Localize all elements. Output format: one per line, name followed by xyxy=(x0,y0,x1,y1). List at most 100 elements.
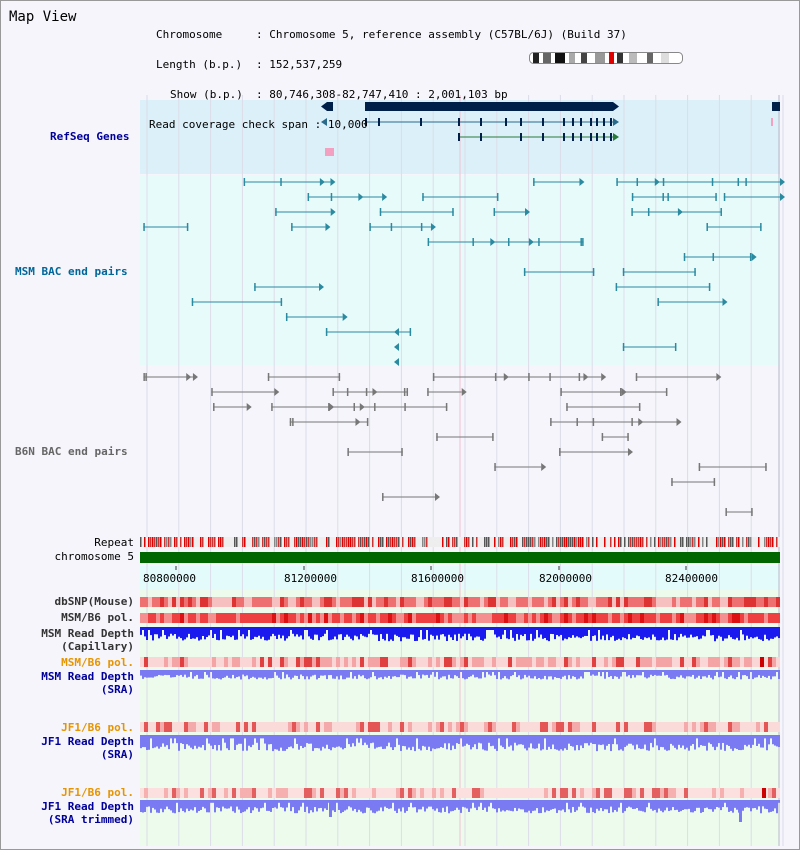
depth-bar xyxy=(614,670,616,677)
depth-bar xyxy=(318,735,320,749)
heat-cell xyxy=(380,657,384,667)
depth-bar xyxy=(646,670,648,679)
bac-end-tick xyxy=(493,208,496,216)
depth-bar xyxy=(550,735,552,750)
jf1-read-depth-trimmed-label[interactable]: JF1 Read Depth xyxy=(41,800,134,813)
depth-bar xyxy=(148,735,150,750)
depth-bar xyxy=(266,800,268,811)
depth-bar xyxy=(232,670,234,675)
refseq-gene-features[interactable] xyxy=(321,102,780,156)
depth-bar xyxy=(262,735,264,739)
depth-bar xyxy=(158,627,160,639)
depth-bar xyxy=(246,670,248,676)
heat-cell xyxy=(576,722,580,732)
depth-bar xyxy=(184,735,186,750)
bac-end-tick xyxy=(671,478,673,486)
repeat-segment xyxy=(448,537,450,547)
depth-bar xyxy=(394,800,396,811)
depth-bar xyxy=(764,735,766,739)
msm-b6-pol-label[interactable]: MSM/B6 pol. xyxy=(61,611,134,624)
depth-bar xyxy=(578,735,580,751)
depth-bar xyxy=(414,735,416,752)
repeat-segment xyxy=(218,537,220,547)
jf1-b6-pol-trimmed-label[interactable]: JF1/B6 pol. xyxy=(61,786,134,799)
depth-bar xyxy=(660,800,662,811)
heat-cell xyxy=(212,613,216,623)
heat-cell xyxy=(292,788,296,798)
depth-bar xyxy=(172,627,174,636)
exon xyxy=(520,118,522,126)
depth-bar xyxy=(554,735,556,750)
depth-bar xyxy=(258,627,260,636)
heat-cell xyxy=(692,657,696,667)
msm-bac-end-pair-features[interactable] xyxy=(143,178,785,366)
depth-bar xyxy=(412,800,414,808)
depth-bar xyxy=(688,670,690,677)
bac-end-tick xyxy=(492,433,494,441)
heat-cell xyxy=(556,657,560,667)
msm-read-depth-sra-label[interactable]: MSM Read Depth xyxy=(41,670,134,683)
depth-bar xyxy=(496,735,498,751)
heat-cell xyxy=(216,788,220,798)
depth-bar xyxy=(456,800,458,808)
dbsnp-label[interactable]: dbSNP(Mouse) xyxy=(54,595,134,608)
depth-bar xyxy=(434,627,436,640)
depth-bar xyxy=(242,735,244,751)
heat-cell xyxy=(500,597,504,607)
msm-b6-pol-sra-label[interactable]: MSM/B6 pol. xyxy=(61,656,134,669)
heat-cell xyxy=(608,657,612,667)
depth-bar xyxy=(426,800,428,809)
depth-bar xyxy=(226,670,228,676)
depth-bar xyxy=(392,800,394,803)
b6n-bac-end-pair-features[interactable] xyxy=(143,373,767,516)
heat-cell xyxy=(676,722,680,732)
depth-bar xyxy=(324,670,326,676)
heat-cell xyxy=(604,722,608,732)
heat-cell xyxy=(220,613,224,623)
repeat-segment xyxy=(254,537,256,547)
depth-bar xyxy=(394,735,396,748)
heat-cell xyxy=(224,597,228,607)
gene-block xyxy=(327,102,333,111)
msm-read-depth-capillary-label[interactable]: MSM Read Depth xyxy=(41,627,134,640)
depth-bar xyxy=(560,670,562,679)
depth-bar xyxy=(726,800,728,808)
depth-bar xyxy=(692,670,694,675)
heat-cell xyxy=(728,597,732,607)
depth-bar xyxy=(548,735,550,747)
heat-cell xyxy=(328,613,332,623)
heat-cell xyxy=(576,657,580,667)
depth-bar xyxy=(294,735,296,739)
jf1-read-depth-label[interactable]: JF1 Read Depth xyxy=(41,735,134,748)
depth-bar xyxy=(554,670,556,678)
heat-cell xyxy=(660,657,664,667)
chromosome-info-row: Chromosome : Chromosome 5, reference ass… xyxy=(146,29,627,40)
heat-cell xyxy=(672,657,676,667)
depth-bar xyxy=(256,670,258,680)
heat-cell xyxy=(284,722,288,732)
depth-bar xyxy=(378,735,380,747)
depth-bar xyxy=(750,627,752,638)
depth-bar xyxy=(316,800,318,812)
depth-bar xyxy=(514,627,516,641)
chromosome-ideogram[interactable] xyxy=(529,52,683,64)
depth-bar xyxy=(640,735,642,749)
heat-cell xyxy=(344,613,348,623)
jf1-b6-pol-label[interactable]: JF1/B6 pol. xyxy=(61,721,134,734)
depth-bar xyxy=(526,627,528,641)
b6n-bac-end-pairs-label[interactable]: B6N BAC end pairs xyxy=(15,445,128,458)
depth-bar xyxy=(430,800,432,807)
repeat-segment xyxy=(552,537,554,547)
depth-bar xyxy=(708,735,710,743)
depth-bar xyxy=(602,735,604,745)
depth-bar xyxy=(722,735,724,743)
depth-bar xyxy=(254,735,256,739)
depth-bar xyxy=(224,627,226,640)
depth-bar xyxy=(144,627,146,637)
heat-cell xyxy=(484,657,488,667)
msm-bac-end-pairs-label[interactable]: MSM BAC end pairs xyxy=(15,265,128,278)
depth-bar xyxy=(592,627,594,637)
refseq-genes-label[interactable]: RefSeq Genes xyxy=(50,130,130,143)
depth-bar xyxy=(272,735,274,752)
heat-cell xyxy=(580,788,584,798)
